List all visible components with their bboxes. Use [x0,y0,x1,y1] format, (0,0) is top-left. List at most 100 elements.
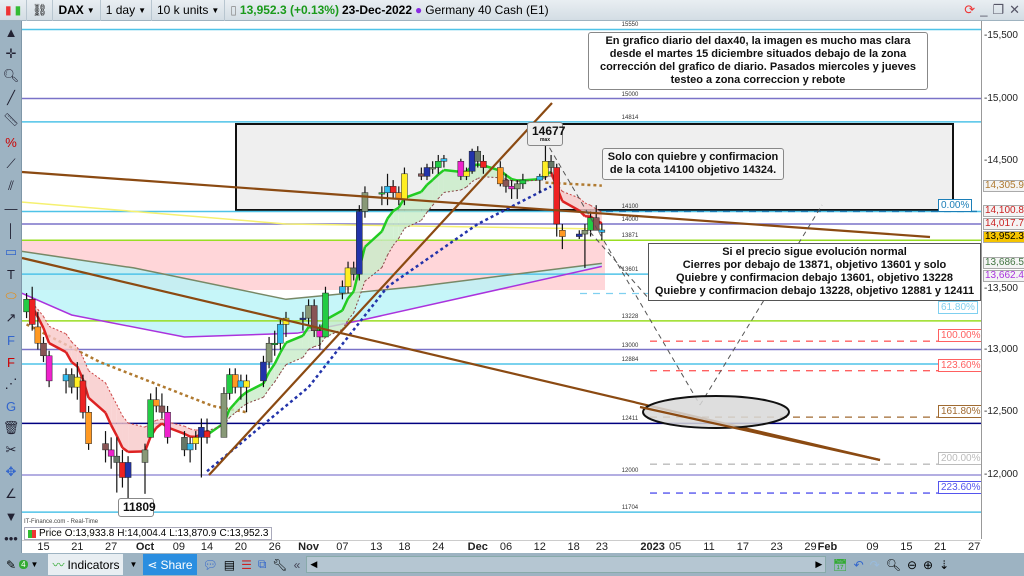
chevron-down-icon[interactable]: ▼ [129,560,138,569]
channel-icon[interactable]: ⫽ [8,178,14,193]
fast-ema-line [110,424,118,437]
slow-ema-line [48,325,67,335]
share-button[interactable]: ⋖ Share [143,554,197,575]
info-icon[interactable]: ▯ [230,3,237,17]
fib-label: 100.00% [938,329,984,343]
candle [141,443,149,494]
fibonacci-icon[interactable]: F [7,332,15,348]
level-label: 15550 [621,22,639,29]
level-label: 13228 [621,313,639,320]
candle [429,161,436,174]
zoom-icon[interactable]: 🔍︎ [2,68,20,83]
candle-body [587,217,594,231]
redo-icon[interactable]: ↷ [869,557,880,572]
units-select[interactable]: 10 k units ▼ [152,0,226,21]
symbol-select[interactable]: DAX ▼ [53,0,101,21]
candle [277,318,284,350]
autoscale-icon[interactable]: 🔍︎ [885,557,901,572]
double-left-icon[interactable]: « [293,557,301,572]
horizontal-scrollbar[interactable]: ◀ ▶ [306,556,827,573]
restore-icon[interactable]: ❐ [992,2,1005,17]
indicators-button[interactable]: 〰 Indicators [48,554,124,575]
ellipse-icon[interactable]: ⬭ [5,288,17,303]
candle [547,154,555,174]
close-icon[interactable]: ✕ [1009,2,1020,17]
candle [186,437,194,463]
slow-ema-line [562,190,580,199]
candle-body [547,161,555,168]
percent-icon[interactable]: % [5,134,17,150]
refresh-icon[interactable]: ⟳ [964,2,976,17]
candle-body [74,376,81,388]
slow-ema-line [466,181,473,188]
trendline [21,170,931,239]
moving-average-line [206,185,552,473]
more-icon[interactable]: ••• [4,530,18,546]
time-tick-label: 21 [71,541,84,553]
text-icon[interactable]: T [7,266,15,282]
candle-body [384,186,391,193]
andrews-icon[interactable]: ⋰ [4,376,18,391]
scroll-right-icon[interactable]: ▶ [815,559,823,569]
windows-icon[interactable]: ⧉ [257,557,267,571]
note-normal[interactable]: Si el precio sigue evolución normal Cier… [648,243,981,301]
trendline [208,102,553,476]
time-tick-label: 23 [595,541,608,553]
fibonacci-ext-icon[interactable]: F [7,354,15,370]
move-icon[interactable]: ✥ [5,464,17,479]
undo-icon[interactable]: ↶ [853,557,864,572]
settings-icon[interactable]: 🔧︎ [272,557,288,572]
vertical-line-icon[interactable]: │ [6,222,16,238]
slow-ema-line [319,336,326,346]
fast-ema-line [143,436,152,452]
time-tick-label: Feb [817,541,838,553]
arrow-icon[interactable]: ↗ [5,310,17,325]
note-line: Quiebre y confirmacion debajo 13601, obj… [676,272,953,284]
ema-ribbon [308,327,315,350]
price-axis[interactable]: -15,500 -15,000 -14,500 14,305.9 14,100.8 14,… [981,21,1024,539]
projection-line [589,231,651,301]
symbol-label: DAX [58,3,84,17]
drawings-button[interactable]: ✎ 4 ▼ [2,554,42,575]
slow-ema-line [263,388,270,398]
candle-body [429,167,436,170]
candle-body [299,317,307,320]
comment-icon[interactable]: 💬︎ [202,557,218,572]
note-main[interactable]: En grafico diario del dax40, la imagen e… [588,32,928,90]
note-break[interactable]: Solo con quiebre y confirmacion de la co… [602,148,784,180]
cursor-icon[interactable]: ✛ [5,46,17,61]
scroll-down-icon[interactable]: ▼ [4,508,18,524]
candle-body [581,230,589,235]
trendline-icon[interactable]: ╱ [7,90,15,105]
horizontal-line-icon[interactable]: — [4,200,18,216]
candle-body [198,427,205,438]
interval-select[interactable]: 1 day ▼ [101,0,152,21]
time-axis[interactable]: 15 21 27 Oct 09 14 20 26 Nov 07 13 18 24 Dec 06 12 18 23 2… [22,540,981,553]
ema-ribbon [443,170,461,193]
rectangle-icon[interactable]: ▭ [4,244,18,259]
ema-ribbon [71,342,78,367]
chart-type-icon[interactable]: ▮ ▮ [0,0,28,21]
time-tick-label: Nov [298,541,319,553]
layout-icon[interactable]: ⇣ [939,557,950,572]
candle [299,311,307,331]
compare-icon[interactable]: ☰ [241,557,252,572]
candle-body [418,173,425,177]
angle-icon[interactable]: ∠ [5,486,17,501]
minimize-icon[interactable]: _ [980,2,988,17]
tools-icon[interactable]: ✂ [5,442,17,457]
goto-date-icon[interactable]: 📅︎ [832,557,848,572]
zoom-in-icon[interactable]: ⊕ [923,557,934,572]
gann-fan-icon[interactable]: G [5,398,17,414]
time-tick-label: 09 [172,541,185,553]
trash-icon[interactable]: 🗑︎ [2,420,20,435]
link-icon[interactable]: ⛓ [27,0,54,21]
candle-body [265,342,273,363]
report-icon[interactable]: ▤ [223,557,236,572]
scroll-up-icon[interactable]: ▲ [4,24,18,40]
zoom-out-icon[interactable]: ⊖ [906,557,917,572]
ruler-icon[interactable]: 📏︎ [2,112,20,127]
segment-icon[interactable]: ⟋ [6,156,16,171]
scroll-left-icon[interactable]: ◀ [310,559,318,569]
cloud-fill [0,248,602,337]
